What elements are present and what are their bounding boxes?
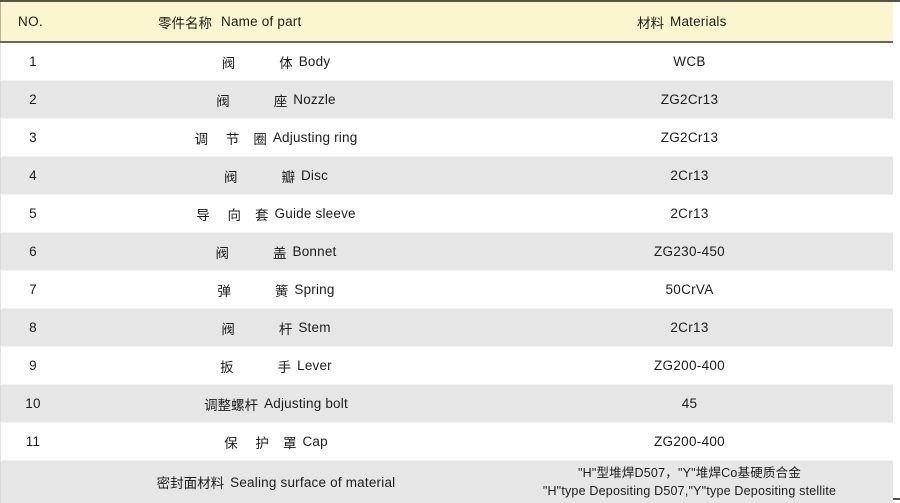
cell-material-line2: "H"type Depositing D507,"Y"type Depositi… <box>542 484 837 498</box>
cell-name-cn: 保 护 <box>224 435 276 451</box>
table-row: 3 调 节圈 Adjusting ring ZG2Cr13 <box>0 119 893 157</box>
cell-no: 11 <box>25 434 41 449</box>
cell-name-cn-last: 瓣 <box>281 169 295 185</box>
cell-name-cn-last: 手 <box>277 359 292 375</box>
cell-name-en: Stem <box>298 320 331 335</box>
cell-name-en: Disc <box>300 168 329 183</box>
cell-name-en: Adjusting ring <box>272 130 358 145</box>
cell-name-cn: 阀 <box>221 321 257 337</box>
cell-name-cn-last: 体 <box>279 55 293 71</box>
table-row: 10 调整螺杆 Adjusting bolt 45 <box>0 385 893 423</box>
cell-no: 1 <box>29 54 37 69</box>
cell-name-cn: 阀 <box>215 245 251 261</box>
cell-material: 45 <box>681 396 698 411</box>
cell-name-cn: 调 节 <box>194 131 247 147</box>
cell-name: 密封面材料 Sealing surface of material <box>66 461 486 503</box>
cell-no: 8 <box>29 320 37 335</box>
cell-name-cn: 扳 <box>220 359 256 375</box>
table-row: 5 导 向套 Guide sleeve 2Cr13 <box>0 195 893 233</box>
cell-name: 阀 杆 Stem <box>66 309 486 346</box>
table-header-row: NO. 零件名称 Name of part 材料 Materials <box>0 2 893 43</box>
cell-name-cn-last: 套 <box>255 207 269 223</box>
cell-no: 5 <box>29 206 37 221</box>
cell-no <box>0 461 66 503</box>
cell-material: "H"型堆焊D507，"Y"堆焊Co基硬质合金 "H"type Depositi… <box>486 461 893 503</box>
cell-no: 4 <box>29 168 37 183</box>
cell-name: 阀 盖 Bonnet <box>66 233 486 270</box>
cell-no: 3 <box>29 130 37 145</box>
cell-name-cn-last: 杆 <box>244 397 259 413</box>
cell-no: 10 <box>25 396 41 411</box>
cell-name: 调整螺杆 Adjusting bolt <box>66 385 486 422</box>
cell-material: 2Cr13 <box>670 168 709 183</box>
cell-name: 阀 瓣 Disc <box>66 157 486 194</box>
cell-material: ZG2Cr13 <box>660 130 719 145</box>
cell-material: ZG230-450 <box>654 244 725 259</box>
cell-name-cn-last: 罩 <box>282 435 297 451</box>
cell-material: WCB <box>673 54 706 69</box>
cell-no: 9 <box>29 358 37 373</box>
table-row: 9 扳 手 Lever ZG200-400 <box>0 347 893 385</box>
cell-name-cn-last: 盖 <box>273 245 287 261</box>
cell-material: ZG2Cr13 <box>660 92 719 107</box>
cell-name: 弹 簧 Spring <box>66 271 486 308</box>
cell-name-en: Nozzle <box>293 92 336 107</box>
cell-name-cn-last: 座 <box>273 93 288 109</box>
cell-name-en: Lever <box>297 358 332 373</box>
cell-name-en: Adjusting bolt <box>264 396 348 411</box>
cell-name-cn-last: 簧 <box>274 283 289 299</box>
cell-name: 调 节圈 Adjusting ring <box>66 119 486 156</box>
cell-name-en: Spring <box>294 282 335 297</box>
cell-name: 阀 座 Nozzle <box>66 81 486 118</box>
cell-name-en: Cap <box>302 434 328 449</box>
table-row: 2 阀 座 Nozzle ZG2Cr13 <box>0 81 893 119</box>
table-row: 6 阀 盖 Bonnet ZG230-450 <box>0 233 893 271</box>
column-header-no: NO. <box>18 14 44 29</box>
column-header-name-en: Name of part <box>221 14 302 29</box>
cell-material-line1: "H"型堆焊D507，"Y"堆焊Co基硬质合金 <box>577 465 802 480</box>
cell-no: 2 <box>29 92 37 107</box>
column-header-material-cn: 材料 <box>637 15 664 31</box>
cell-name-cn: 阀 <box>223 169 260 185</box>
table-row: 8 阀 杆 Stem 2Cr13 <box>0 309 893 347</box>
cell-material: ZG200-400 <box>654 434 725 449</box>
cell-name-en: Body <box>298 54 331 69</box>
column-header-name-cn: 零件名称 <box>158 15 212 31</box>
cell-name-cn: 弹 <box>217 283 253 299</box>
table-row: 11 保 护罩 Cap ZG200-400 <box>0 423 893 461</box>
cell-name: 保 护罩 Cap <box>66 423 486 460</box>
cell-name-cn: 调整螺 <box>204 397 245 413</box>
table-row: 1 阀 体 Body WCB <box>0 43 893 81</box>
cell-material: 2Cr13 <box>670 206 709 221</box>
cell-name-cn: 导 向 <box>196 207 249 223</box>
cell-name-en: Bonnet <box>292 244 337 259</box>
cell-name: 导 向套 Guide sleeve <box>66 195 486 232</box>
cell-name: 扳 手 Lever <box>66 347 486 384</box>
table-row: 7 弹 簧 Spring 50CrVA <box>0 271 893 309</box>
cell-no: 6 <box>29 244 37 259</box>
cell-name-cn-last: 圈 <box>253 131 267 147</box>
cell-name-en: Sealing surface of material <box>230 474 396 490</box>
cell-material: 2Cr13 <box>670 320 709 335</box>
column-header-material: 材料 Materials <box>637 2 727 41</box>
cell-material: ZG200-400 <box>654 358 725 373</box>
cell-name-cn: 阀 <box>216 93 252 109</box>
cell-name-cn: 密封面材料 <box>156 476 225 491</box>
cell-name: 阀 体 Body <box>66 43 486 80</box>
cell-name-cn: 阀 <box>221 55 258 71</box>
cell-name-cn-last: 杆 <box>278 321 293 337</box>
table-row: 4 阀 瓣 Disc 2Cr13 <box>0 157 893 195</box>
column-header-material-en: Materials <box>670 14 727 29</box>
cell-material: 50CrVA <box>665 282 714 297</box>
column-header-name: 零件名称 Name of part <box>158 2 301 41</box>
cell-no: 7 <box>29 282 37 297</box>
table-row-sealing-surface: 密封面材料 Sealing surface of material "H"型堆焊D… <box>0 461 893 503</box>
cell-name-en: Guide sleeve <box>274 206 356 221</box>
